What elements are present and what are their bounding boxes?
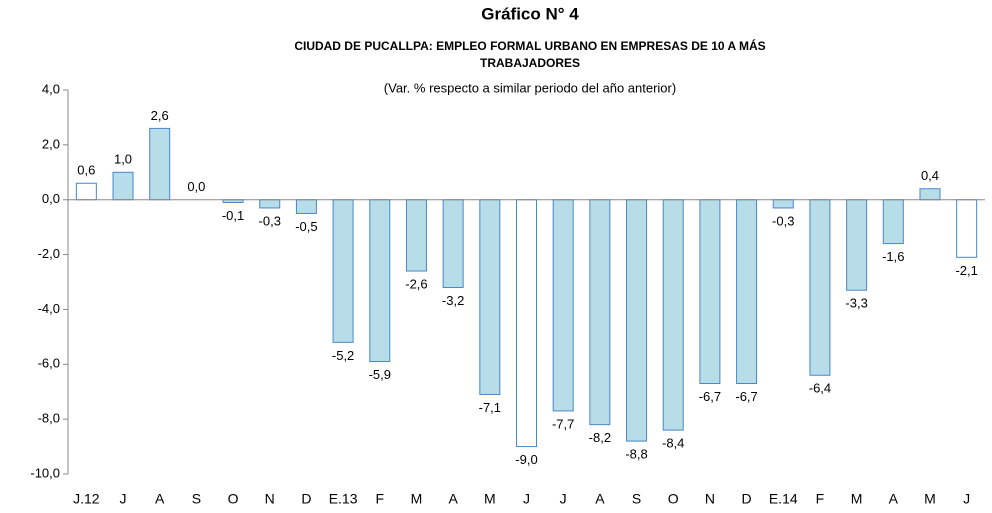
bar bbox=[626, 199, 648, 442]
y-tick-label: 0,0 bbox=[42, 191, 60, 206]
x-tick-label: M bbox=[411, 491, 423, 507]
bar bbox=[369, 199, 391, 363]
value-label: -2,1 bbox=[955, 263, 977, 278]
x-tick-label: M bbox=[484, 491, 496, 507]
value-label: -0,5 bbox=[295, 219, 317, 234]
value-label: -0,3 bbox=[259, 213, 281, 228]
value-label: -6,7 bbox=[735, 389, 757, 404]
bar bbox=[112, 171, 134, 201]
value-label: -6,4 bbox=[809, 381, 831, 396]
value-label: -5,2 bbox=[332, 348, 354, 363]
x-tick-label: J bbox=[120, 491, 127, 507]
bar bbox=[662, 199, 684, 431]
value-label: -0,1 bbox=[222, 208, 244, 223]
x-tick-label: J bbox=[523, 491, 530, 507]
bar bbox=[809, 199, 831, 376]
value-label: 0,4 bbox=[921, 168, 939, 183]
bar bbox=[919, 188, 941, 201]
x-tick-label: E.13 bbox=[329, 491, 358, 507]
bar bbox=[75, 182, 97, 201]
value-label: 1,0 bbox=[114, 152, 132, 167]
bar bbox=[699, 199, 721, 384]
bar bbox=[405, 199, 427, 272]
y-tick-label: -8,0 bbox=[38, 411, 60, 426]
x-tick-label: A bbox=[595, 491, 605, 507]
value-label: -3,2 bbox=[442, 293, 464, 308]
value-label: -5,9 bbox=[369, 367, 391, 382]
x-tick-label: O bbox=[668, 491, 679, 507]
chart-note: (Var. % respecto a similar periodo del a… bbox=[384, 80, 676, 95]
y-tick-label: -4,0 bbox=[38, 301, 60, 316]
bar bbox=[882, 199, 904, 245]
x-tick-label: J bbox=[560, 491, 567, 507]
y-tick-label: -6,0 bbox=[38, 356, 60, 371]
y-tick-label: 2,0 bbox=[42, 136, 60, 151]
bar bbox=[149, 127, 171, 201]
x-tick-label: E.14 bbox=[769, 491, 798, 507]
x-tick-label: A bbox=[889, 491, 899, 507]
bar bbox=[332, 199, 354, 343]
value-label: -6,7 bbox=[699, 389, 721, 404]
value-label: 0,0 bbox=[187, 179, 205, 194]
value-label: -2,6 bbox=[405, 276, 427, 291]
bar bbox=[442, 199, 464, 288]
bar bbox=[846, 199, 868, 291]
value-label: -7,1 bbox=[479, 400, 501, 415]
x-tick-label: M bbox=[924, 491, 936, 507]
value-label: -8,2 bbox=[589, 430, 611, 445]
bar bbox=[479, 199, 501, 395]
bar bbox=[552, 199, 574, 412]
bar bbox=[516, 199, 537, 448]
chart-title: Gráfico N° 4 bbox=[481, 4, 579, 23]
value-label: 0,6 bbox=[77, 163, 95, 178]
value-label: 2,6 bbox=[151, 108, 169, 123]
y-tick-label: -10,0 bbox=[30, 465, 60, 480]
x-tick-label: N bbox=[705, 491, 715, 507]
bar bbox=[589, 199, 611, 426]
value-label: -8,8 bbox=[625, 447, 647, 462]
x-tick-label: N bbox=[265, 491, 275, 507]
bar bbox=[956, 199, 978, 258]
value-label: -3,3 bbox=[845, 296, 867, 311]
chart-subtitle: TRABAJADORES bbox=[480, 56, 580, 70]
chart-subtitle: CIUDAD DE PUCALLPA: EMPLEO FORMAL URBANO… bbox=[294, 38, 765, 53]
x-tick-label: A bbox=[155, 491, 165, 507]
y-tick-label: 4,0 bbox=[42, 81, 60, 96]
value-label: -9,0 bbox=[515, 452, 537, 467]
x-tick-label: D bbox=[742, 491, 752, 507]
bar bbox=[259, 199, 281, 209]
bar bbox=[736, 199, 758, 384]
x-tick-label: J.12 bbox=[73, 491, 100, 507]
x-tick-label: S bbox=[192, 491, 201, 507]
value-label: -7,7 bbox=[552, 416, 574, 431]
x-tick-label: J bbox=[963, 491, 970, 507]
value-label: -1,6 bbox=[882, 249, 904, 264]
x-tick-label: F bbox=[375, 491, 384, 507]
value-label: -8,4 bbox=[662, 436, 684, 451]
x-tick-label: S bbox=[632, 491, 641, 507]
value-label: -0,3 bbox=[772, 213, 794, 228]
bar bbox=[772, 199, 794, 209]
bar bbox=[295, 199, 317, 214]
x-tick-label: O bbox=[228, 491, 239, 507]
y-tick-label: -2,0 bbox=[38, 246, 60, 261]
x-tick-label: M bbox=[851, 491, 863, 507]
x-tick-label: D bbox=[301, 491, 311, 507]
x-tick-label: F bbox=[816, 491, 825, 507]
x-tick-label: A bbox=[448, 491, 458, 507]
